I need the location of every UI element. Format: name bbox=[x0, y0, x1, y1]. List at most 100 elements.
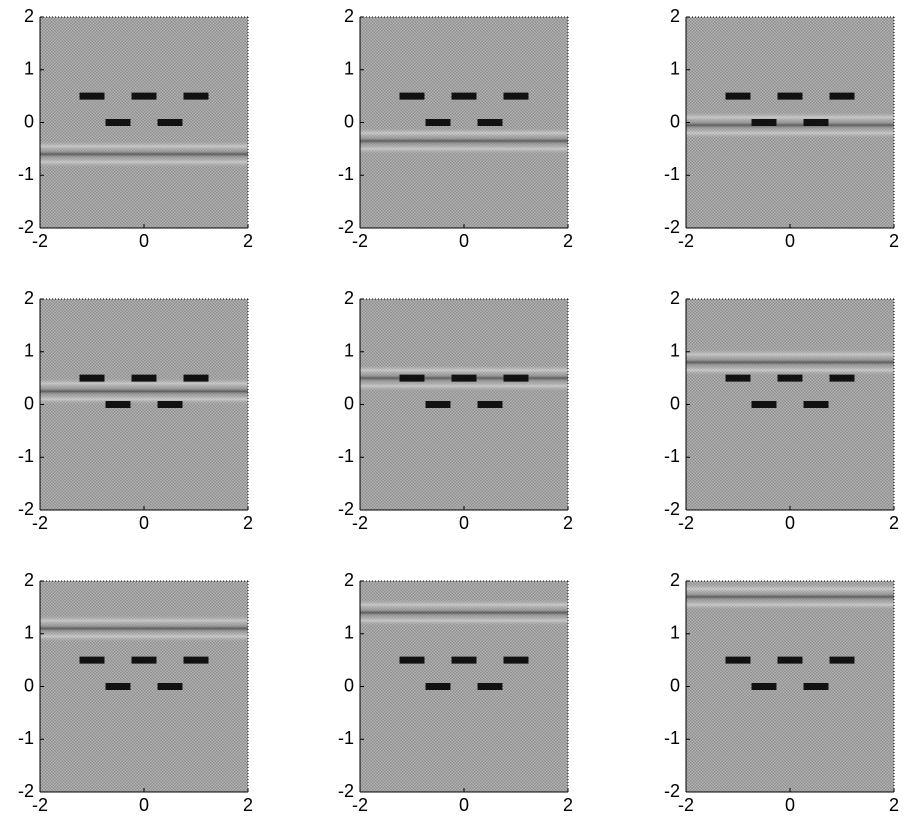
x-tick-label: -2 bbox=[678, 513, 694, 533]
y-tick-label: 0 bbox=[670, 111, 680, 131]
obstacle bbox=[477, 401, 503, 408]
obstacle bbox=[803, 401, 829, 408]
y-tick-label: -2 bbox=[664, 217, 680, 237]
y-tick-label: 2 bbox=[24, 6, 34, 26]
obstacle bbox=[803, 683, 829, 690]
field-background bbox=[686, 581, 894, 792]
x-tick-label: 2 bbox=[889, 795, 899, 815]
obstacle bbox=[503, 374, 529, 382]
obstacle bbox=[503, 92, 529, 100]
y-tick-label: 0 bbox=[24, 111, 34, 131]
obstacle bbox=[157, 401, 183, 408]
x-tick-label: -2 bbox=[352, 513, 368, 533]
obstacle bbox=[777, 656, 803, 664]
obstacle bbox=[183, 656, 209, 664]
obstacle bbox=[79, 656, 105, 664]
obstacle bbox=[425, 683, 451, 690]
y-tick-label: -1 bbox=[338, 446, 354, 466]
y-tick-label: -1 bbox=[664, 728, 680, 748]
obstacle bbox=[451, 656, 477, 664]
field-background bbox=[360, 299, 568, 510]
x-tick-label: 0 bbox=[459, 795, 469, 815]
x-tick-label: 2 bbox=[243, 231, 253, 251]
field-background bbox=[40, 17, 248, 228]
y-tick-label: 0 bbox=[670, 393, 680, 413]
x-tick-label: 2 bbox=[563, 513, 573, 533]
x-tick-label: -2 bbox=[678, 795, 694, 815]
x-tick-label: -2 bbox=[32, 231, 48, 251]
y-tick-label: -1 bbox=[18, 446, 34, 466]
x-tick-label: -2 bbox=[352, 795, 368, 815]
wave-front bbox=[360, 599, 568, 626]
x-tick-label: 2 bbox=[243, 795, 253, 815]
obstacle bbox=[105, 683, 131, 690]
y-tick-label: 2 bbox=[24, 288, 34, 308]
y-tick-label: 1 bbox=[344, 623, 354, 643]
obstacle bbox=[157, 119, 183, 126]
y-tick-label: 2 bbox=[670, 288, 680, 308]
y-tick-label: 1 bbox=[24, 341, 34, 361]
y-tick-label: 2 bbox=[670, 570, 680, 590]
x-tick-label: -2 bbox=[352, 231, 368, 251]
obstacle bbox=[751, 683, 777, 690]
obstacle bbox=[183, 92, 209, 100]
y-tick-label: -1 bbox=[18, 728, 34, 748]
y-tick-label: 2 bbox=[24, 570, 34, 590]
obstacle bbox=[131, 92, 157, 100]
obstacle bbox=[131, 656, 157, 664]
y-tick-label: -1 bbox=[338, 164, 354, 184]
obstacle bbox=[829, 656, 855, 664]
y-tick-label: 1 bbox=[670, 59, 680, 79]
y-tick-label: -2 bbox=[18, 499, 34, 519]
obstacle bbox=[399, 374, 425, 382]
obstacle bbox=[451, 374, 477, 382]
x-tick-label: 0 bbox=[139, 795, 149, 815]
x-tick-label: 0 bbox=[459, 513, 469, 533]
y-tick-label: 1 bbox=[670, 341, 680, 361]
x-tick-label: 2 bbox=[243, 513, 253, 533]
x-tick-label: 0 bbox=[459, 231, 469, 251]
obstacle bbox=[183, 374, 209, 382]
y-tick-label: -1 bbox=[664, 164, 680, 184]
y-tick-label: -2 bbox=[338, 781, 354, 801]
y-tick-label: -2 bbox=[338, 499, 354, 519]
y-tick-label: 2 bbox=[344, 6, 354, 26]
obstacle bbox=[751, 401, 777, 408]
x-tick-label: 0 bbox=[139, 513, 149, 533]
y-tick-label: 1 bbox=[344, 59, 354, 79]
y-tick-label: -2 bbox=[664, 499, 680, 519]
y-tick-label: 2 bbox=[344, 570, 354, 590]
y-tick-label: 1 bbox=[670, 623, 680, 643]
obstacle bbox=[777, 374, 803, 382]
obstacle bbox=[503, 656, 529, 664]
obstacle bbox=[131, 374, 157, 382]
y-tick-label: -2 bbox=[338, 217, 354, 237]
y-tick-label: 0 bbox=[24, 675, 34, 695]
obstacle bbox=[477, 119, 503, 126]
x-tick-label: -2 bbox=[32, 513, 48, 533]
y-tick-label: 2 bbox=[670, 6, 680, 26]
field-background bbox=[40, 581, 248, 792]
obstacle bbox=[829, 92, 855, 100]
obstacle bbox=[105, 119, 131, 126]
x-tick-label: 2 bbox=[889, 513, 899, 533]
wave-front bbox=[40, 140, 248, 168]
x-tick-label: 0 bbox=[785, 795, 795, 815]
obstacle bbox=[751, 119, 777, 126]
x-tick-label: -2 bbox=[678, 231, 694, 251]
wave-front bbox=[686, 349, 894, 376]
y-tick-label: -2 bbox=[18, 781, 34, 801]
obstacle bbox=[105, 401, 131, 408]
obstacle bbox=[725, 656, 751, 664]
y-tick-label: -2 bbox=[18, 217, 34, 237]
y-tick-label: 1 bbox=[24, 623, 34, 643]
obstacle bbox=[399, 656, 425, 664]
x-tick-label: 2 bbox=[563, 231, 573, 251]
x-tick-label: 2 bbox=[889, 231, 899, 251]
y-tick-label: 0 bbox=[344, 393, 354, 413]
obstacle bbox=[803, 119, 829, 126]
y-tick-label: 0 bbox=[24, 393, 34, 413]
wave-front bbox=[686, 111, 894, 139]
field-background bbox=[686, 299, 894, 510]
